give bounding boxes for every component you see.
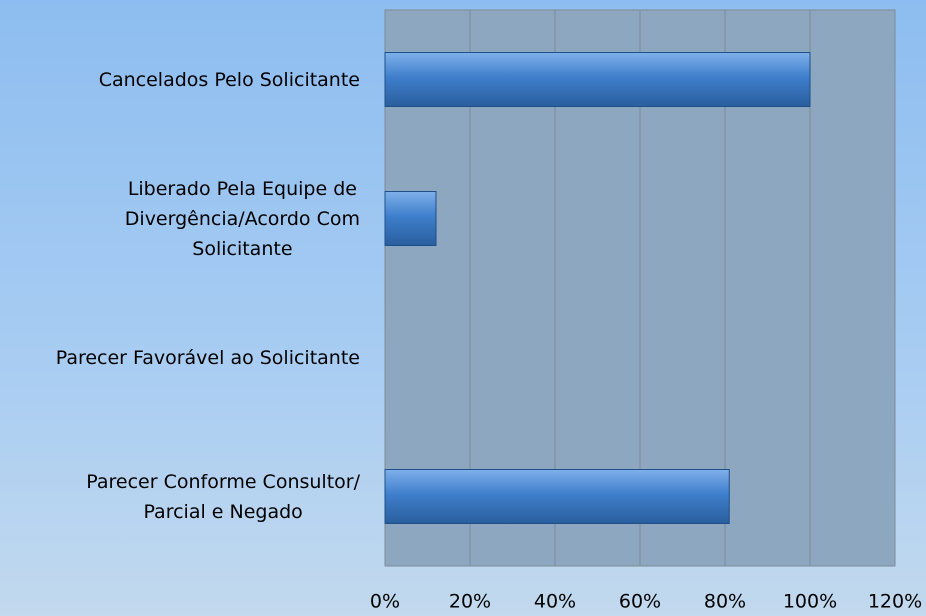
- x-tick-label: 20%: [449, 591, 491, 613]
- y-tick-label: Liberado Pela Equipe de Divergência/Acor…: [124, 177, 360, 260]
- bar: [384, 52, 811, 107]
- y-tick-label: Parecer Conforme Consultor/ Parcial e Ne…: [86, 470, 360, 523]
- x-tick-label: 60%: [619, 591, 661, 613]
- y-tick-label-box: Liberado Pela Equipe de Divergência/Acor…: [125, 174, 360, 264]
- bar: [384, 191, 437, 246]
- y-tick-label: Cancelados Pelo Solicitante: [98, 68, 360, 91]
- y-tick-label-box: Parecer Favorável ao Solicitante: [56, 343, 360, 373]
- bar: [384, 469, 730, 524]
- y-tick-label: Parecer Favorável ao Solicitante: [55, 346, 360, 369]
- x-tick-label: 40%: [534, 591, 576, 613]
- x-tick-label: 80%: [704, 591, 746, 613]
- y-tick-label-box: Parecer Conforme Consultor/ Parcial e Ne…: [86, 467, 360, 527]
- x-tick-label: 100%: [783, 591, 837, 613]
- x-tick-label: 120%: [868, 591, 922, 613]
- y-tick-label-box: Cancelados Pelo Solicitante: [99, 65, 360, 95]
- x-tick-label: 0%: [370, 591, 400, 613]
